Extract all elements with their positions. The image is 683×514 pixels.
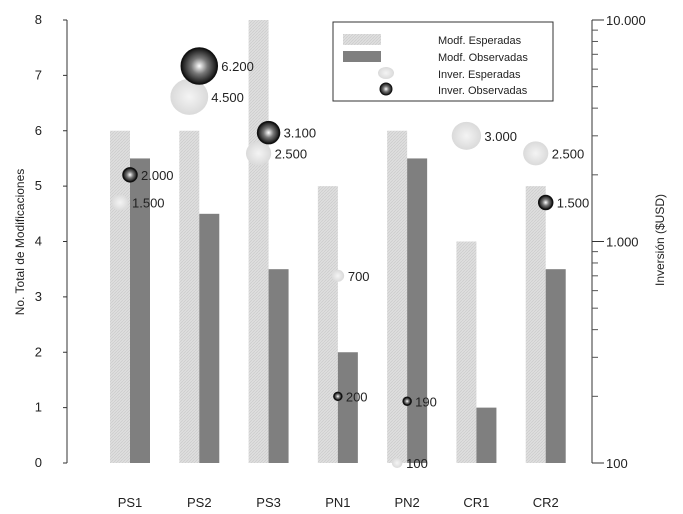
y-axis-left: 0 1 2 3 4 5 6 7 8 [35, 12, 68, 470]
bar-modf-observadas-pn1 [337, 352, 358, 463]
x-tick-label-pn2: PN2 [394, 495, 419, 510]
y-axis-right: 100 1.000 10.000 [591, 13, 646, 471]
x-axis-labels: PS1 PS2 PS3 PN1 PN2 CR1 CR2 [118, 495, 559, 510]
bar-modf-observadas-pn2 [407, 158, 428, 463]
y-left-tick-label: 3 [35, 289, 42, 304]
y-left-tick-label: 5 [35, 178, 42, 193]
y-right-tick-label: 10.000 [606, 13, 646, 28]
y-left-tick-label: 0 [35, 455, 42, 470]
bubble-inver-esperadas-ps1 [111, 194, 129, 211]
bar-modf-observadas-ps2 [199, 213, 220, 463]
bubble-label-inver-esperadas-ps1: 1.500 [132, 195, 165, 210]
y-axis-left-label: No. Total de Modificaciones [13, 169, 27, 316]
bubble-label-inver-observadas-ps3: 3.100 [284, 126, 317, 141]
bubble-label-inver-esperadas-ps2: 4.500 [211, 90, 244, 105]
bar-modf-observadas-ps1 [130, 158, 150, 463]
legend-swatch-modf-observadas [343, 51, 381, 62]
y-left-tick-label: 2 [35, 344, 42, 359]
bubble-label-inver-esperadas-cr2: 2.500 [552, 146, 585, 161]
legend-label-modf-observadas: Modf. Observadas [438, 52, 528, 64]
legend-label-inver-esperadas: Inver. Esperadas [438, 69, 521, 81]
bubble-inver-observadas-ps2 [180, 47, 219, 85]
bar-modf-esperadas-ps2 [179, 130, 200, 463]
bubble-label-inver-esperadas-pn2: 100 [406, 456, 428, 471]
bubble-inver-esperadas-ps3 [245, 141, 272, 166]
legend-swatch-modf-esperadas [343, 34, 381, 45]
bubble-label-inver-esperadas-pn1: 700 [348, 269, 370, 284]
legend-swatch-inver-observadas [379, 82, 393, 96]
bar-modf-esperadas-ps3 [248, 20, 269, 463]
x-tick-label-ps2: PS2 [187, 495, 212, 510]
legend-label-inver-observadas: Inver. Observadas [438, 85, 528, 97]
bar-modf-observadas-cr1 [476, 407, 497, 463]
bubble-inver-esperadas-cr1 [451, 121, 482, 150]
x-tick-label-ps3: PS3 [256, 495, 281, 510]
bubbles: 1.500 4.500 2.500 700 100 3.000 2.500 2.000 6.20… [111, 47, 590, 471]
x-tick-label-ps1: PS1 [118, 495, 143, 510]
bar-modf-observadas-cr2 [545, 269, 566, 463]
legend-swatch-inver-esperadas [378, 67, 394, 79]
bubble-inver-observadas-cr2 [537, 194, 554, 211]
y-left-tick-label: 8 [35, 12, 42, 27]
bubble-inver-esperadas-cr2 [523, 141, 549, 166]
x-tick-label-cr1: CR1 [463, 495, 489, 510]
bubble-inver-observadas-pn1 [333, 391, 343, 402]
bubble-label-inver-esperadas-ps3: 2.500 [275, 146, 308, 161]
bubble-inver-esperadas-ps2 [170, 78, 209, 115]
bubble-inver-esperadas-pn1 [331, 269, 345, 282]
bubble-label-inver-observadas-ps1: 2.000 [141, 168, 174, 183]
x-tick-label-cr2: CR2 [533, 495, 559, 510]
y-left-tick-label: 4 [35, 234, 42, 249]
bubble-label-inver-observadas-pn1: 200 [346, 389, 368, 404]
bubble-inver-observadas-ps1 [122, 167, 138, 183]
bars [110, 20, 566, 463]
y-right-tick-label: 1.000 [606, 235, 639, 250]
bar-modf-esperadas-pn1 [317, 186, 338, 463]
bubble-label-inver-observadas-pn2: 190 [415, 394, 437, 409]
bubble-label-inver-observadas-ps2: 6.200 [221, 59, 254, 74]
bubble-inver-esperadas-pn2 [391, 458, 403, 468]
bubble-inver-observadas-pn2 [402, 396, 412, 407]
x-tick-label-pn1: PN1 [325, 495, 350, 510]
bar-modf-esperadas-ps1 [110, 130, 130, 463]
bar-modf-esperadas-cr1 [456, 241, 477, 463]
bubble-label-inver-observadas-cr2: 1.500 [557, 195, 590, 210]
y-left-tick-label: 1 [35, 400, 42, 415]
bubble-label-inver-esperadas-cr1: 3.000 [484, 129, 517, 144]
bubble-inver-observadas-ps3 [256, 120, 281, 145]
y-right-tick-label: 100 [606, 456, 628, 471]
legend: Modf. Esperadas Modf. Observadas Inver. … [332, 21, 554, 102]
bar-modf-esperadas-pn2 [387, 130, 408, 463]
legend-label-modf-esperadas: Modf. Esperadas [438, 35, 522, 47]
bar-modf-esperadas-cr2 [525, 186, 546, 463]
y-left-tick-label: 6 [35, 123, 42, 138]
bar-modf-observadas-ps3 [268, 269, 289, 463]
y-axis-right-label: Inversión ($USD) [653, 194, 667, 286]
y-left-tick-label: 7 [35, 67, 42, 82]
